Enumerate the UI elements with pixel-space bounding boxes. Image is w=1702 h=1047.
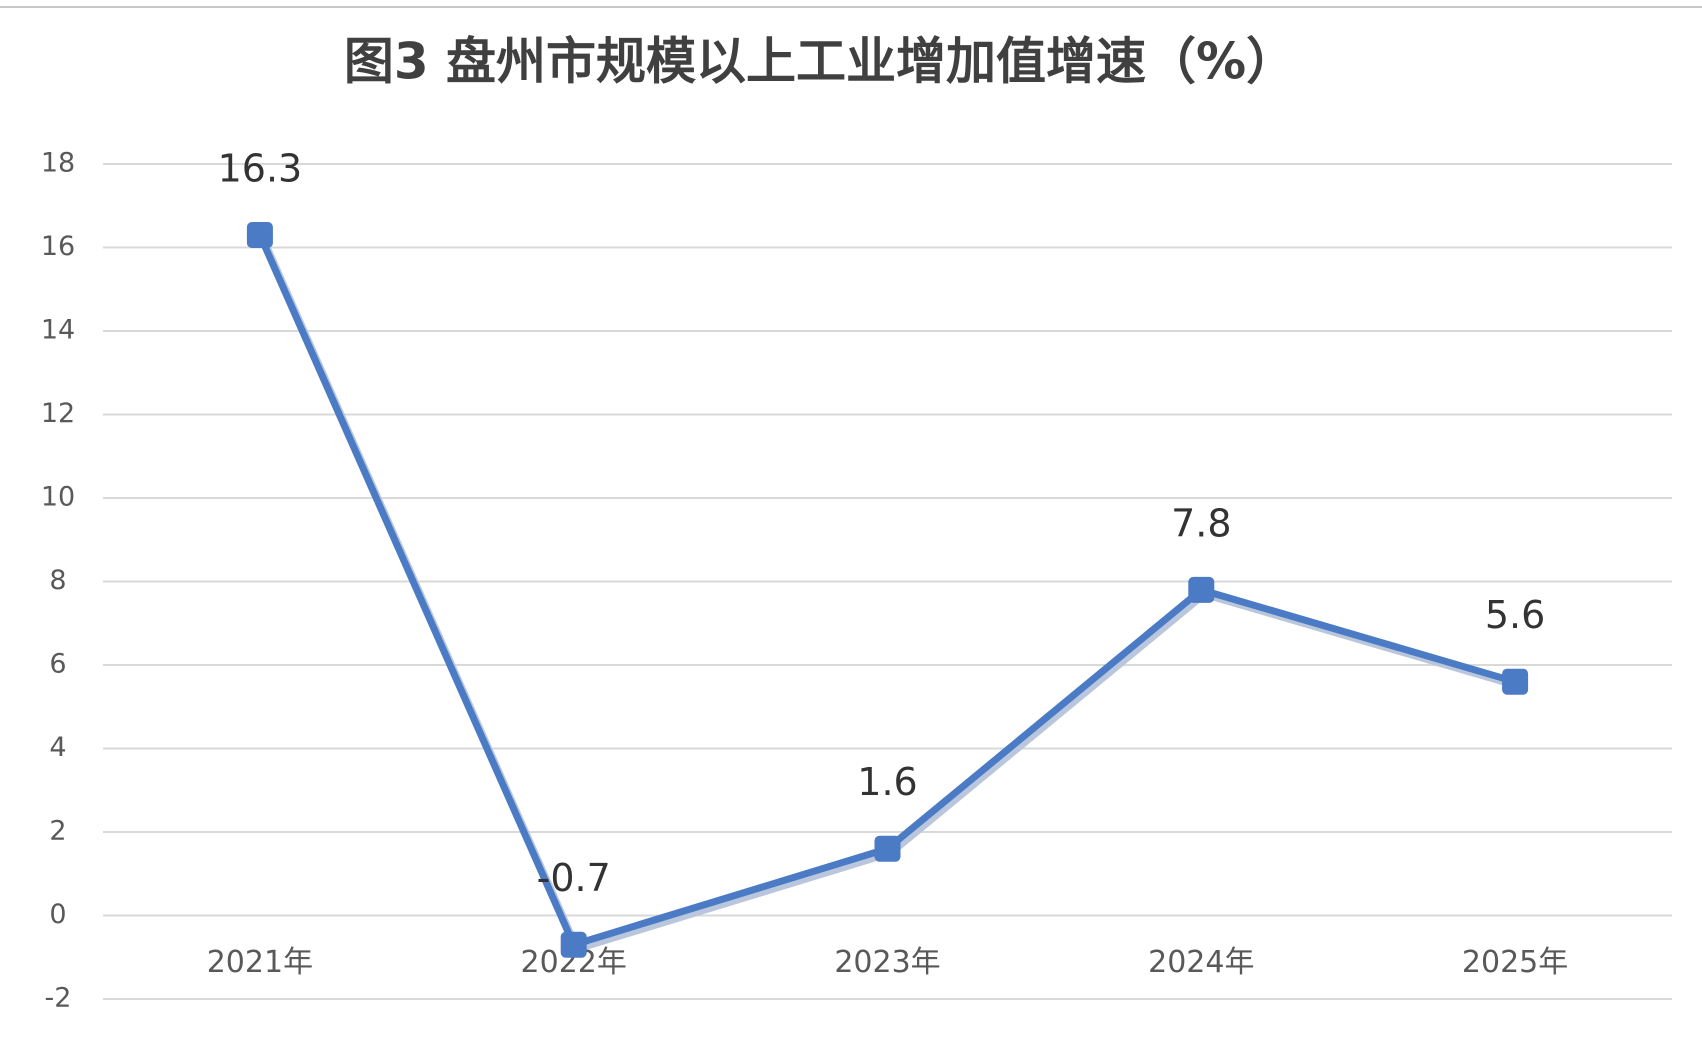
y-tick-label: 6 <box>49 649 66 680</box>
data-label: -0.7 <box>537 856 611 900</box>
y-tick-label: 12 <box>41 398 75 429</box>
x-tick-label: 2025年 <box>1462 945 1568 980</box>
data-label: 1.6 <box>857 760 917 804</box>
y-tick-label: 4 <box>49 732 66 763</box>
data-label: 16.3 <box>218 146 303 190</box>
x-tick-label: 2021年 <box>207 945 313 980</box>
marker <box>874 835 901 862</box>
y-tick-label: -2 <box>45 983 72 1014</box>
x-tick-label: 2023年 <box>834 945 940 980</box>
y-tick-label: 0 <box>49 899 66 930</box>
y-tick-label: 10 <box>41 482 75 513</box>
marker <box>560 931 587 958</box>
x-tick-label: 2024年 <box>1148 945 1254 980</box>
y-tick-label: 8 <box>49 565 66 596</box>
marker <box>1188 576 1215 603</box>
y-tick-label: 2 <box>49 816 66 847</box>
y-tick-label: 14 <box>41 315 75 346</box>
marker <box>1502 668 1529 695</box>
chart-title: 图3 盘州市规模以上工业增加值增速（%） <box>344 33 1296 91</box>
marker <box>246 221 273 248</box>
data-label: 7.8 <box>1171 501 1231 545</box>
y-tick-label: 16 <box>41 231 75 262</box>
y-tick-label: 18 <box>41 148 75 179</box>
data-label: 5.6 <box>1485 593 1545 637</box>
